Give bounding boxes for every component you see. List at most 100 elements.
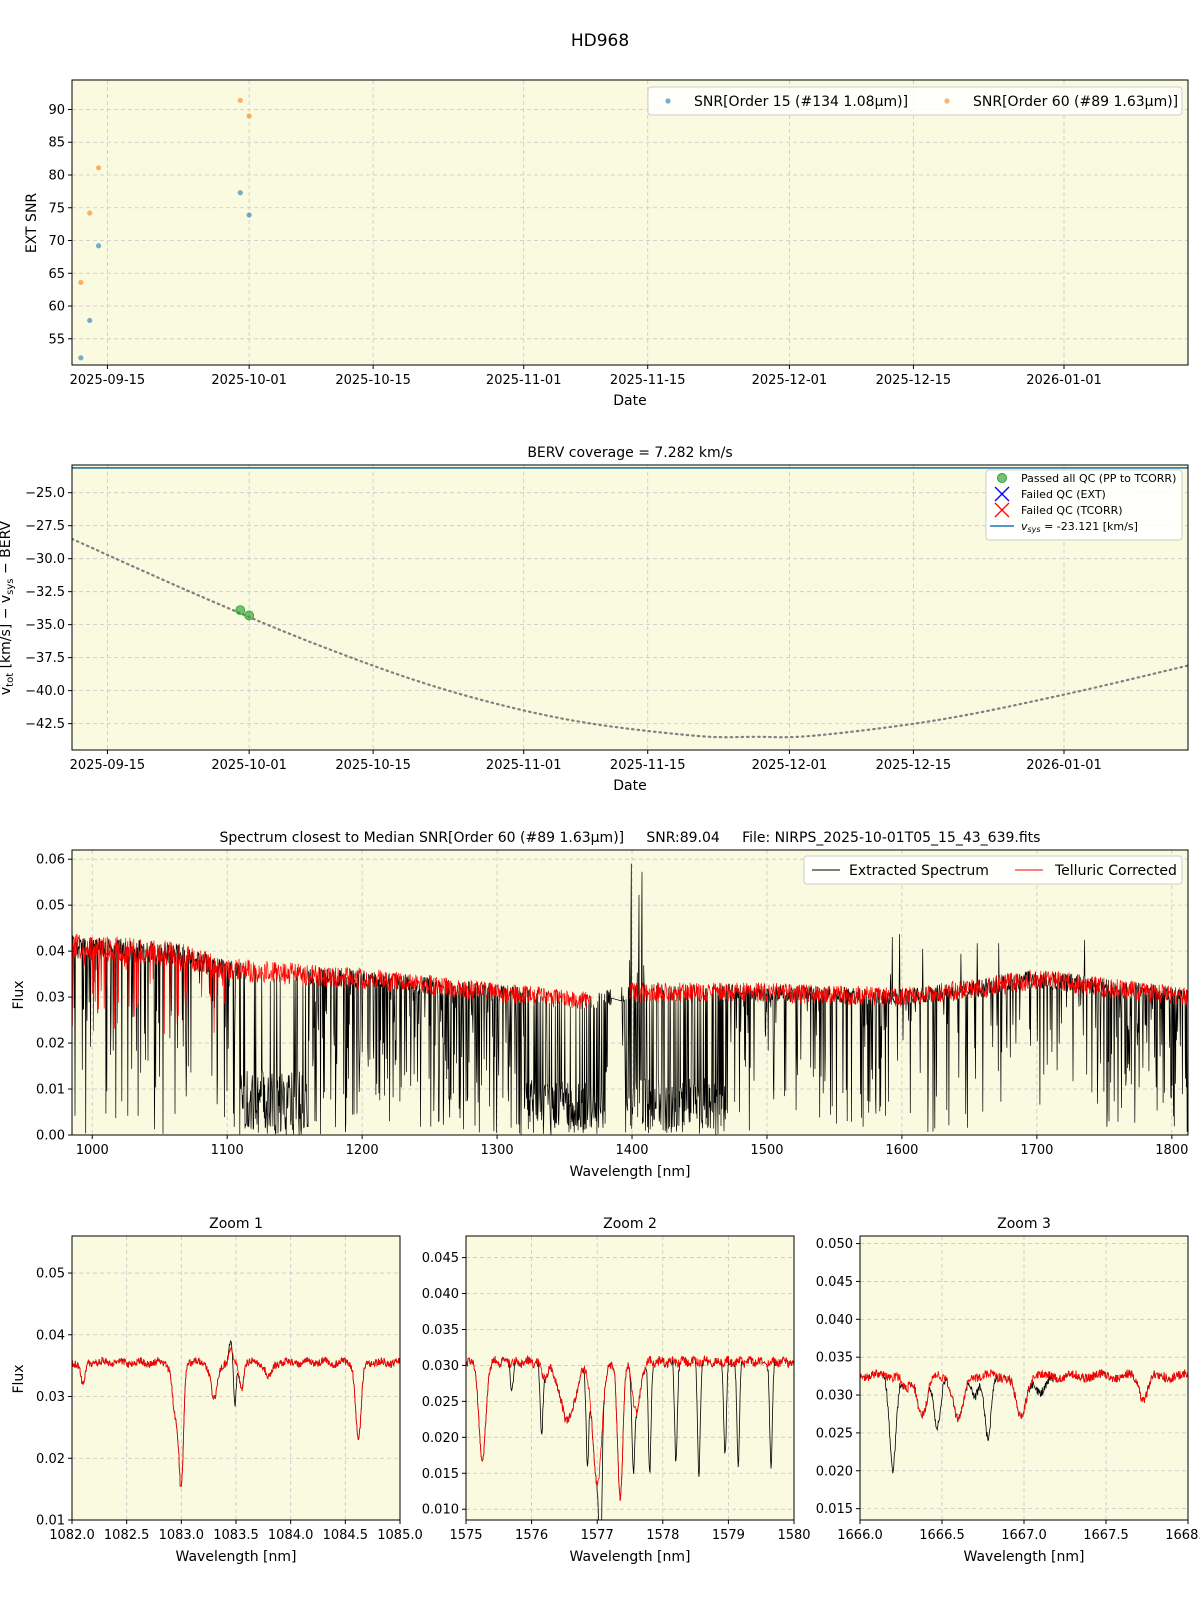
berv-title: BERV coverage = 7.282 km/s xyxy=(527,445,732,461)
spectrum-title: Spectrum closest to Median SNR[Order 60 … xyxy=(220,830,1041,846)
spec-ytick-label: 0.05 xyxy=(36,899,65,914)
z2-xtick-label: 1580 xyxy=(777,1528,810,1543)
zoom3-panel: Zoom 3 Wavelength [nm] 1666.0 1666.5 1667.… xyxy=(816,1216,1200,1565)
z1-xtick-label: 1084.5 xyxy=(323,1528,369,1543)
spec-xtick-label: 1300 xyxy=(481,1143,514,1158)
z3-xtick-label: 1668.0 xyxy=(1165,1528,1200,1543)
z2-ytick-label: 0.035 xyxy=(422,1323,459,1338)
legend-extracted-label: Extracted Spectrum xyxy=(849,863,989,879)
snr-xtick-label: 2025-12-01 xyxy=(752,373,828,388)
berv-legend-label: Failed QC (TCORR) xyxy=(1021,504,1123,517)
snr-xtick-label: 2026-01-01 xyxy=(1026,373,1102,388)
snr-point-order15 xyxy=(246,212,252,218)
spec-marks xyxy=(72,863,1188,1135)
legend-failed-tcorr-marker xyxy=(994,502,1010,518)
z1-xtick-label: 1083.0 xyxy=(159,1528,205,1543)
zoom1-title: Zoom 1 xyxy=(209,1216,263,1232)
berv-marks xyxy=(72,467,1188,739)
z1-marks xyxy=(72,1339,400,1488)
snr-ytick-label: 85 xyxy=(48,136,65,151)
spec-frame xyxy=(71,849,1189,1136)
spec-xtick-label: 1500 xyxy=(750,1143,783,1158)
berv-ytick-label: −37.5 xyxy=(25,651,65,666)
berv-ylabel: vtot [km/s] − vsys − BERV xyxy=(0,520,16,695)
z2-marks xyxy=(466,1355,794,1520)
snr-ytick-label: 90 xyxy=(48,103,65,118)
z3-xtick-label: 1666.0 xyxy=(837,1528,883,1543)
zoom3-title: Zoom 3 xyxy=(997,1216,1051,1232)
z1-xtick-label: 1082.5 xyxy=(104,1528,150,1543)
z2-ytick-label: 0.040 xyxy=(422,1287,459,1302)
snr-xtick-label: 2025-10-15 xyxy=(335,373,411,388)
telluric-corrected-line xyxy=(72,933,1188,1034)
snr-plot-area xyxy=(72,80,1188,365)
berv-xtick-label: 2025-09-15 xyxy=(70,758,146,773)
z3-ytick-label: 0.030 xyxy=(816,1389,853,1404)
berv-xtick-label: 2026-01-01 xyxy=(1026,758,1102,773)
z2-ytick-label: 0.025 xyxy=(422,1395,459,1410)
snr-xtick-label: 2025-11-15 xyxy=(610,373,686,388)
z2-xtick-label: 1579 xyxy=(712,1528,745,1543)
z3-xtick-label: 1666.5 xyxy=(919,1528,965,1543)
berv-xtick-label: 2025-12-01 xyxy=(752,758,828,773)
z3-marks xyxy=(860,1368,1188,1474)
z2-xtick-label: 1575 xyxy=(449,1528,482,1543)
berv-passed-point xyxy=(244,610,255,621)
snr-legend-marker xyxy=(944,98,950,104)
legend-telluric-label: Telluric Corrected xyxy=(1054,863,1177,879)
snr-legend: SNR[Order 15 (#134 1.08μm)] SNR[Order 60 … xyxy=(647,86,1183,116)
z2-ytick-label: 0.010 xyxy=(422,1503,459,1518)
z1-xtick-label: 1085.0 xyxy=(377,1528,423,1543)
z3-ytick-label: 0.045 xyxy=(816,1275,853,1290)
spec-xtick-label: 1200 xyxy=(346,1143,379,1158)
berv-xtick-label: 2025-11-15 xyxy=(610,758,686,773)
z3-ytick-label: 0.035 xyxy=(816,1351,853,1366)
snr-xtick-label: 2025-11-01 xyxy=(486,373,562,388)
z2-xtick-label: 1578 xyxy=(646,1528,679,1543)
berv-legend-label-vsys: vsys = -23.121 [km/s] xyxy=(1021,520,1138,534)
berv-frame xyxy=(71,464,1189,751)
z1-ytick-label: 0.03 xyxy=(36,1390,65,1405)
snr-ytick-label: 65 xyxy=(48,267,65,282)
snr-ytick-label: 55 xyxy=(48,332,65,347)
z1-xtick-label: 1084.0 xyxy=(268,1528,314,1543)
z1-xtick-label: 1082.0 xyxy=(49,1528,95,1543)
snr-ytick-label: 70 xyxy=(48,234,65,249)
snr-xtick-label: 2025-10-01 xyxy=(211,373,287,388)
snr-ytick-label: 80 xyxy=(48,169,65,184)
snr-point-order15 xyxy=(78,355,84,361)
z1-ytick-label: 0.04 xyxy=(36,1328,65,1343)
berv-legend-label: Passed all QC (PP to TCORR) xyxy=(1021,472,1176,485)
berv-xlabel: Date xyxy=(613,778,646,794)
berv-ytick-label: −40.0 xyxy=(25,684,65,699)
spec-xtick-label: 1400 xyxy=(615,1143,648,1158)
snr-point-order60 xyxy=(87,210,93,216)
z3-ytick-label: 0.050 xyxy=(816,1237,853,1252)
z2-ytick-label: 0.030 xyxy=(422,1359,459,1374)
snr-point-order60 xyxy=(246,113,252,119)
berv-legend-label: Failed QC (EXT) xyxy=(1021,488,1106,501)
berv-curve xyxy=(72,537,1188,739)
snr-point-order60 xyxy=(237,97,243,103)
spec-ytick-label: 0.02 xyxy=(36,1037,65,1052)
spectrum-xlabel: Wavelength [nm] xyxy=(570,1164,691,1180)
z2-ytick-label: 0.020 xyxy=(422,1431,459,1446)
zoom1-xlabel: Wavelength [nm] xyxy=(176,1549,297,1565)
zoom2-panel: Zoom 2 Wavelength [nm] 1575 1576 1577 1578 1… xyxy=(422,1216,811,1565)
z3-xtick-label: 1667.0 xyxy=(1001,1528,1047,1543)
zoom2-xlabel: Wavelength [nm] xyxy=(570,1549,691,1565)
spec-xtick-label: 1000 xyxy=(76,1143,109,1158)
snr-point-order15 xyxy=(95,243,102,249)
snr-point-order15 xyxy=(237,190,243,196)
spec-ytick-label: 0.06 xyxy=(36,853,65,868)
z1-ytick-label: 0.05 xyxy=(36,1267,65,1282)
snr-legend-marker xyxy=(665,98,671,104)
snr-frame xyxy=(71,79,1189,366)
spec-xtick-label: 1100 xyxy=(211,1143,244,1158)
z1-ytick-label: 0.01 xyxy=(36,1514,65,1529)
snr-marks xyxy=(78,97,252,361)
z3-ytick-label: 0.025 xyxy=(816,1426,853,1441)
snr-ytick-label: 60 xyxy=(48,300,65,315)
zoom1-panel: Zoom 1 Wavelength [nm] Flux 1082.0 1082.5… xyxy=(11,1216,423,1565)
